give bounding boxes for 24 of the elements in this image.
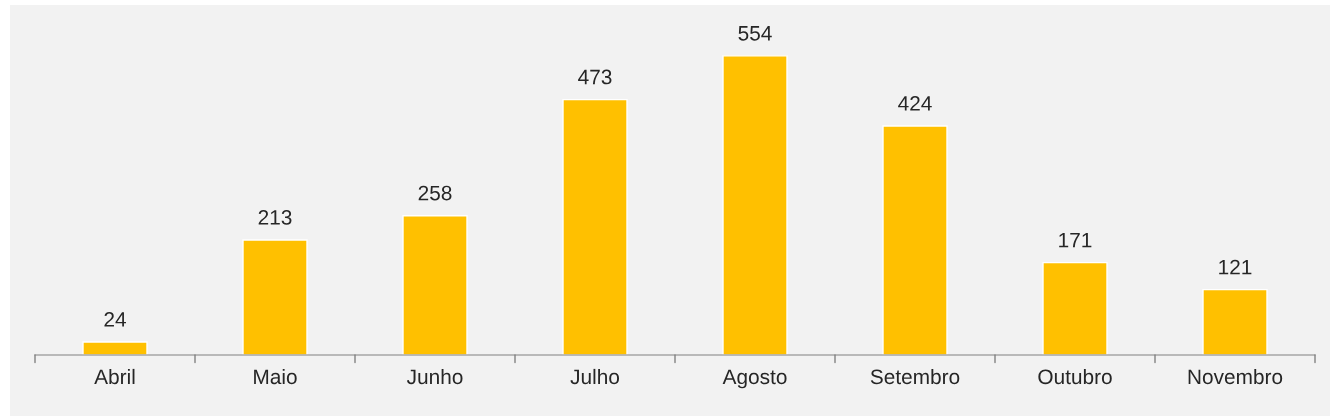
bar [882,125,948,355]
data-label: 171 [1059,232,1092,248]
x-tick-label: Outubro [1038,368,1112,385]
data-label: 258 [418,185,452,201]
x-tick-label: Junho [406,368,463,385]
data-label: 24 [104,312,126,327]
data-label: 213 [258,210,292,225]
x-tick-label: Setembro [870,368,960,385]
data-label: 554 [738,26,772,41]
data-label: 473 [578,69,612,85]
data-label: 121 [1219,259,1252,275]
bar [562,98,628,355]
x-tick-label: Julho [570,368,620,385]
bar [82,341,148,355]
x-tick-label: Agosto [722,369,787,389]
x-tick-label: Maio [254,368,297,385]
x-tick-label: Novembro [1188,368,1283,385]
bar [1202,288,1268,355]
bar [402,214,468,355]
bar [722,55,788,355]
bar [1042,261,1108,355]
bar [242,239,308,355]
x-tick-label: Abril [94,368,135,385]
data-label: 424 [898,96,932,111]
